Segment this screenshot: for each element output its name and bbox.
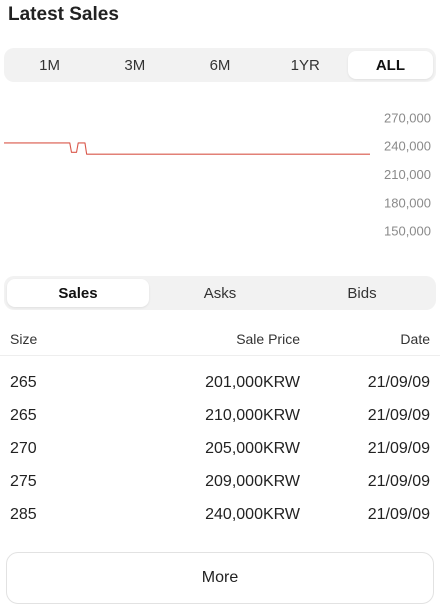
- cell-size: 275: [10, 472, 37, 490]
- range-tab-label: ALL: [375, 56, 405, 74]
- cell-size: 285: [10, 505, 37, 523]
- table-body: 265 201,000KRW 21/09/09 265 210,000KRW 2…: [0, 356, 440, 531]
- header-sale-price: Sale Price: [236, 330, 300, 347]
- cell-price: 201,000KRW: [205, 373, 300, 391]
- range-tab-all[interactable]: ALL: [347, 51, 434, 79]
- tab-bids[interactable]: Bids: [291, 279, 433, 307]
- more-button[interactable]: More: [6, 552, 434, 604]
- cell-date: 21/09/09: [367, 406, 430, 424]
- y-tick-label: 150,000: [384, 224, 431, 239]
- cell-price: 210,000KRW: [205, 406, 300, 424]
- header-date: Date: [400, 330, 430, 347]
- range-tab-label: 3M: [124, 56, 146, 74]
- range-tab-6m[interactable]: 6M: [177, 51, 262, 79]
- y-tick-label: 240,000: [384, 139, 431, 154]
- y-tick-label: 210,000: [384, 167, 431, 182]
- price-series-line: [4, 142, 370, 155]
- table-row: 285 240,000KRW 21/09/09: [0, 498, 440, 531]
- table-row: 265 201,000KRW 21/09/09: [0, 366, 440, 399]
- cell-size: 270: [10, 439, 37, 457]
- cell-size: 265: [10, 373, 37, 391]
- time-range-selector: 1M 3M 6M 1YR ALL: [4, 48, 436, 82]
- more-button-label: More: [201, 569, 239, 586]
- cell-price: 209,000KRW: [205, 472, 300, 490]
- cell-price: 240,000KRW: [205, 505, 300, 523]
- cell-date: 21/09/09: [367, 439, 430, 457]
- range-tab-1yr[interactable]: 1YR: [263, 51, 348, 79]
- cell-date: 21/09/09: [367, 472, 430, 490]
- cell-price: 205,000KRW: [205, 439, 300, 457]
- tab-sales[interactable]: Sales: [7, 279, 149, 307]
- range-tab-1m[interactable]: 1M: [7, 51, 92, 79]
- tab-label: Asks: [203, 284, 237, 302]
- range-tab-3m[interactable]: 3M: [92, 51, 177, 79]
- range-tab-label: 1YR: [290, 56, 320, 74]
- section-title: Latest Sales: [8, 4, 119, 25]
- cell-date: 21/09/09: [367, 505, 430, 523]
- price-history-chart: 270,000 240,000 210,000 180,000 150,000: [0, 104, 440, 244]
- market-tabs: Sales Asks Bids: [4, 276, 436, 310]
- y-tick-label: 180,000: [384, 195, 431, 210]
- cell-date: 21/09/09: [367, 373, 430, 391]
- table-row: 270 205,000KRW 21/09/09: [0, 432, 440, 465]
- table-row: 275 209,000KRW 21/09/09: [0, 465, 440, 498]
- tab-label: Sales: [58, 284, 98, 302]
- tab-asks[interactable]: Asks: [149, 279, 291, 307]
- range-tab-label: 1M: [39, 56, 61, 74]
- cell-size: 265: [10, 406, 37, 424]
- sales-table: Size Sale Price Date 265 201,000KRW 21/0…: [0, 322, 440, 531]
- y-tick-label: 270,000: [384, 110, 431, 125]
- price-history-chart-svg: 270,000 240,000 210,000 180,000 150,000: [4, 110, 431, 239]
- header-size: Size: [10, 330, 38, 347]
- table-header: Size Sale Price Date: [0, 322, 440, 356]
- table-row: 265 210,000KRW 21/09/09: [0, 399, 440, 432]
- range-tab-label: 6M: [209, 56, 231, 74]
- tab-label: Bids: [347, 284, 377, 302]
